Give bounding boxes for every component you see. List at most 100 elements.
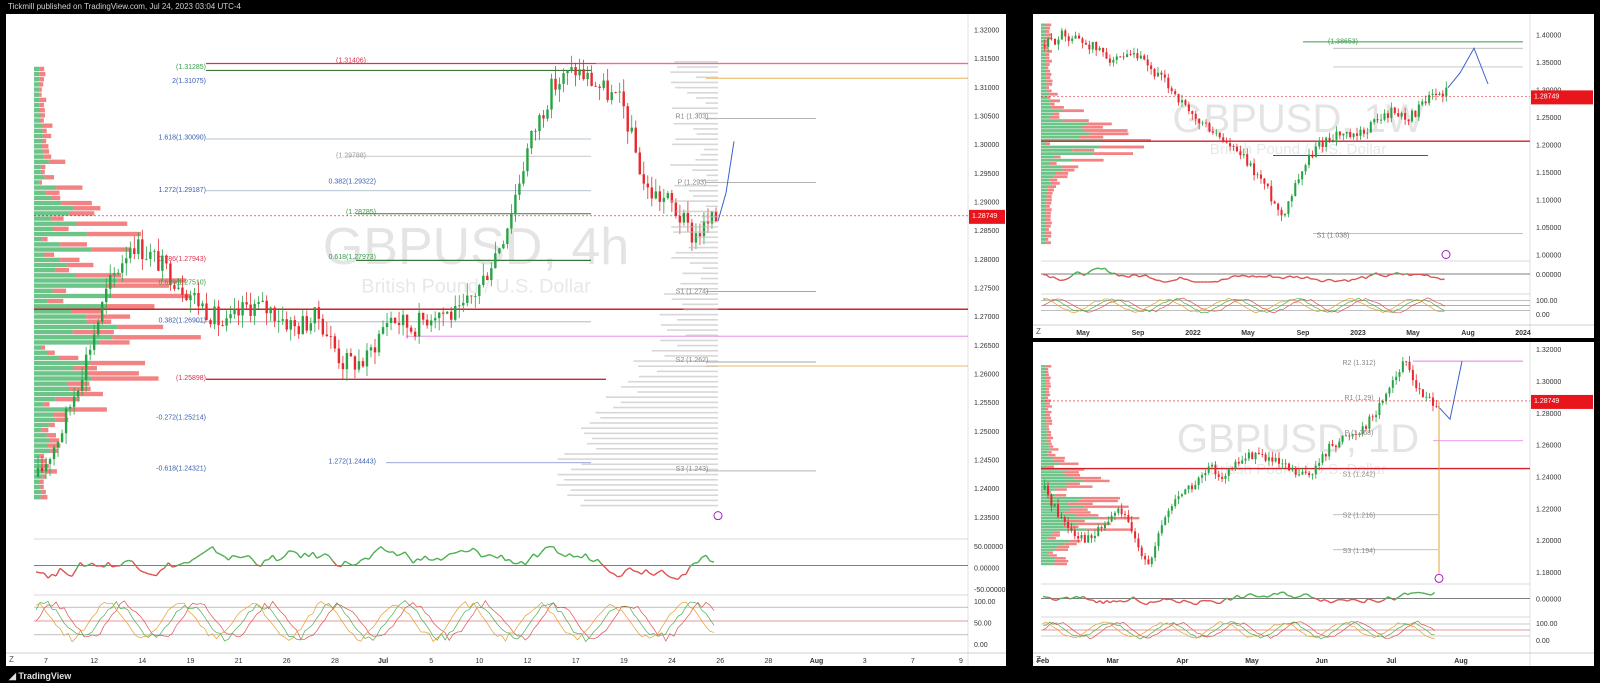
candle-body: [1283, 214, 1286, 216]
candle-body: [630, 127, 633, 132]
session-volume-bar: [596, 448, 718, 450]
oscillator-line: [304, 552, 310, 558]
volume-profile-bar-up: [34, 221, 77, 226]
chart-1w-panel[interactable]: GBPUSD, 1W British Pound / U.S. Dollar 1.4…: [1033, 14, 1594, 338]
time-tick-label: Apr: [1176, 658, 1188, 665]
oscillator-line: [1083, 272, 1089, 276]
volume-profile-bar-down: [1046, 234, 1052, 238]
volume-profile-bar-down: [1046, 89, 1052, 93]
time-tick-label: Feb: [1037, 658, 1049, 665]
chart-1d-panel[interactable]: GBPUSD, 1D British Pound / U.S. Dollar 1.3…: [1033, 342, 1594, 666]
oscillator-line: [336, 564, 342, 568]
oscillator-line: [557, 552, 562, 556]
volume-profile-bar-down: [1046, 53, 1050, 57]
oscillator-line: [1052, 276, 1058, 280]
oscillator-line: [1097, 267, 1102, 270]
tradingview-logo[interactable]: ◢ TradingView: [9, 671, 72, 681]
candle-body: [638, 152, 641, 175]
candle-body: [329, 336, 333, 337]
oscillator-line: [649, 572, 655, 577]
volume-profile-bar-up: [1041, 43, 1047, 47]
zoom-button[interactable]: Z: [9, 655, 14, 664]
price-tick-label: 1.00000: [1536, 253, 1561, 260]
volume-profile-bar-down: [1046, 30, 1050, 33]
candle-body: [1047, 38, 1050, 47]
candle-body: [622, 91, 625, 107]
volume-profile-bar-down: [1046, 66, 1049, 70]
watermark-symbol: GBPUSD, 1D: [1177, 417, 1419, 461]
volume-profile-bar-up: [1041, 519, 1066, 523]
volume-profile-bar-down: [1046, 405, 1052, 408]
volume-profile-bar-up: [1041, 485, 1066, 488]
volume-profile-bar-down: [1050, 448, 1059, 451]
candle-body: [710, 211, 714, 224]
chart-4h-panel[interactable]: GBPUSD, 4h British Pound / U.S. Dollar 1.3…: [6, 14, 1006, 666]
volume-profile-bar-up: [1041, 419, 1047, 422]
oscillator-line: [1223, 597, 1228, 601]
oscillator-line: [621, 569, 627, 577]
volume-profile-bar-up: [1041, 66, 1047, 70]
volume-profile-bar-down: [39, 453, 45, 459]
oscillator-line: [701, 554, 707, 558]
oscillator-line: [1104, 267, 1109, 273]
candle-body: [1324, 454, 1327, 457]
volume-profile-bar-up: [1041, 152, 1094, 156]
candle-body: [1294, 468, 1297, 475]
oscillator-line: [1385, 274, 1390, 278]
candle-body: [1097, 526, 1100, 536]
candle-body: [1156, 72, 1160, 77]
candle-body: [137, 239, 140, 254]
volume-profile-bar-up: [1041, 554, 1050, 557]
time-tick-label: 2023: [1350, 330, 1366, 337]
candle-body: [1112, 59, 1115, 63]
candle-body: [397, 322, 401, 326]
volume-profile-bar-down: [39, 479, 44, 484]
candle-body: [1239, 151, 1242, 156]
candle-body: [1435, 405, 1438, 407]
oscillator-line: [1437, 277, 1442, 281]
volume-profile-bar-down: [1052, 112, 1060, 116]
volume-profile-bar-down: [1047, 96, 1051, 99]
stochastic-tick-label: 0.00: [1536, 638, 1550, 645]
candle-body: [253, 303, 256, 316]
oscillator-line: [1069, 597, 1074, 600]
zoom-button[interactable]: Z: [1036, 327, 1041, 336]
candle-body: [161, 255, 164, 271]
candle-body: [1160, 72, 1163, 75]
volume-profile-bar-down: [1046, 221, 1052, 225]
last-price-tag: [1531, 90, 1593, 105]
time-tick-label: 12: [524, 658, 532, 665]
volume-profile-bar-up: [1041, 408, 1047, 411]
volume-profile-bar-down: [1046, 433, 1052, 437]
oscillator-line: [344, 560, 350, 565]
zoom-button[interactable]: Z: [1036, 655, 1041, 664]
volume-profile-bar-up: [1041, 516, 1099, 520]
volume-profile-bar-up: [1041, 373, 1047, 377]
volume-profile-bar-down: [71, 309, 104, 314]
volume-profile-bar-down: [1046, 191, 1053, 195]
oscillator-line: [1283, 591, 1288, 596]
candle-body: [1424, 101, 1427, 104]
volume-profile-bar-down: [1049, 92, 1058, 96]
volume-profile-bar-down: [1046, 402, 1050, 405]
candle-body: [1417, 104, 1420, 117]
candle-body: [56, 442, 60, 448]
candle-body: [84, 354, 88, 381]
oscillator-line: [677, 574, 683, 580]
volume-profile-bar-down: [1081, 125, 1103, 129]
session-volume-bar: [696, 133, 718, 135]
candle-body: [1373, 119, 1376, 123]
oscillator-line: [1421, 592, 1425, 595]
candle-body: [1207, 466, 1210, 473]
volume-profile-bar-up: [34, 283, 106, 288]
session-volume-bar: [567, 494, 718, 497]
oscillator-line: [1358, 275, 1363, 279]
volume-profile-bar-down: [1055, 494, 1067, 497]
candle-body: [1288, 463, 1291, 471]
candle-body: [530, 130, 533, 149]
candle-body: [393, 317, 397, 323]
oscillator-line: [593, 558, 598, 563]
